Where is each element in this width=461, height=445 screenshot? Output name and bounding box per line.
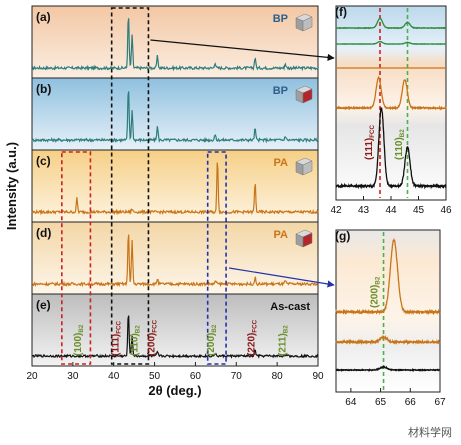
panel-label: (d) xyxy=(36,226,51,240)
y-axis-label: Intensity (a.u.) xyxy=(4,142,19,230)
inset-label: (f) xyxy=(335,5,347,19)
x-tick-label: 65 xyxy=(375,397,387,408)
cube-icon-front xyxy=(302,160,313,176)
peak-annotation: (220)FCC xyxy=(247,319,259,356)
inset-peak-annotation: (110)B2 xyxy=(394,129,406,160)
inset-label: (g) xyxy=(335,229,350,243)
panel-e: (e) As-cast xyxy=(31,293,319,367)
x-tick-label: 80 xyxy=(272,371,284,382)
inset-series-line xyxy=(335,40,446,45)
x-tick-label: 67 xyxy=(434,397,446,408)
sample-label: PA xyxy=(274,157,289,169)
highlight-box xyxy=(61,151,92,365)
sample-label: BP xyxy=(273,13,288,25)
panel-c: (c) PA xyxy=(31,149,319,223)
inset-g-chart: (g) 64 65 66 67 (200)B2 xyxy=(335,229,446,408)
xrd-series-line xyxy=(31,315,319,359)
panel-label: (a) xyxy=(36,10,51,24)
x-tick-label: 20 xyxy=(26,371,38,382)
inset-series-line xyxy=(335,334,441,346)
panel-background xyxy=(31,221,319,295)
sample-label: BP xyxy=(273,85,288,97)
x-tick-label: 50 xyxy=(149,371,161,382)
inset-peak-annotation: (200)B2 xyxy=(370,276,382,308)
cube-icon-front xyxy=(302,88,313,104)
panel-d: (d) PA xyxy=(31,221,319,295)
peak-annotation: (100)B2 xyxy=(73,324,85,356)
xrd-series-line xyxy=(31,162,319,216)
inset-series-line xyxy=(335,75,447,111)
panel-label: (b) xyxy=(36,82,51,96)
inset-series-line xyxy=(335,107,447,190)
x-tick-label: 42 xyxy=(330,205,342,216)
x-tick-label: 64 xyxy=(345,397,357,408)
xrd-series-line xyxy=(32,18,319,72)
panel-label: (e) xyxy=(36,298,51,312)
sample-label: PA xyxy=(274,229,289,241)
x-axis-label: 2θ (deg.) xyxy=(148,383,201,398)
x-tick-label: 45 xyxy=(413,205,425,216)
cube-icon-front xyxy=(302,232,313,248)
inset-peak-annotation: (111)FCC xyxy=(364,125,376,160)
panel-label: (c) xyxy=(36,154,51,168)
inset-f-chart: (f) 42 43 44 45 46 (111)FCC (110)B2 xyxy=(330,5,452,216)
panel-a: (a) BP xyxy=(31,5,319,79)
zoom-arrow-g xyxy=(228,267,335,288)
highlight-box xyxy=(206,151,227,365)
inset-series-line xyxy=(335,237,441,316)
peak-annotation: (200)FCC xyxy=(147,319,159,356)
xrd-series-line xyxy=(31,234,319,288)
zoom-arrow-f xyxy=(150,39,335,61)
xrd-series-line xyxy=(31,91,319,144)
x-tick-label: 60 xyxy=(190,371,202,382)
peak-annotation: (200)B2 xyxy=(206,324,218,356)
x-tick-label: 40 xyxy=(108,371,120,382)
peak-annotation: (110)B2 xyxy=(129,325,141,356)
x-tick-label: 43 xyxy=(358,205,370,216)
x-tick-label: 44 xyxy=(385,205,397,216)
peak-annotation: (211)B2 xyxy=(277,325,289,356)
inset-frame xyxy=(335,5,447,201)
inset-series-line xyxy=(335,17,447,30)
peak-annotation: (111)FCC xyxy=(111,321,123,356)
x-tick-label: 70 xyxy=(231,371,243,382)
x-tick-label: 46 xyxy=(440,205,452,216)
x-tick-label: 90 xyxy=(312,371,324,382)
main-xrd-chart: (a) BP (b) BP (c) PA (d) PA (e) As-cast (100)B2 (11… xyxy=(4,5,324,398)
x-tick-label: 66 xyxy=(405,397,417,408)
sample-label: As-cast xyxy=(270,301,310,313)
zoom-connectors xyxy=(150,39,335,288)
panel-b: (b) BP xyxy=(31,77,319,151)
watermark-text: 材料学网 xyxy=(408,425,452,439)
cube-icon-front xyxy=(302,16,313,32)
x-tick-label: 30 xyxy=(67,371,79,382)
inset-series-line xyxy=(335,364,441,373)
